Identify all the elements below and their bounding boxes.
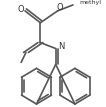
Text: N: N (58, 42, 65, 51)
Text: methyl: methyl (80, 0, 102, 5)
Text: O: O (18, 5, 24, 14)
Text: O: O (56, 3, 63, 12)
